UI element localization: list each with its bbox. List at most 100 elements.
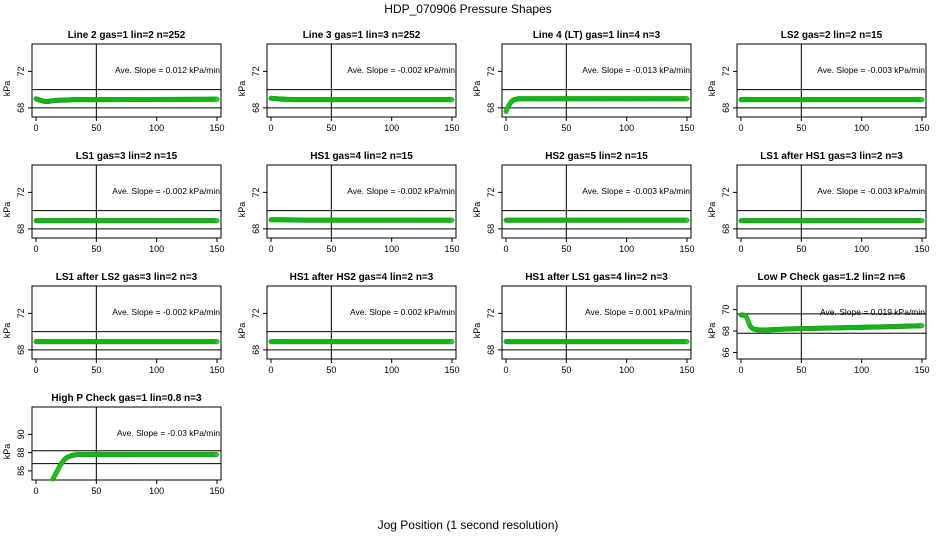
panel-title: LS2 gas=2 lin=2 n=15 xyxy=(781,30,883,41)
y-tick-label: 68 xyxy=(251,103,261,113)
x-tick-label: 50 xyxy=(561,365,571,375)
x-tick-label: 100 xyxy=(149,365,164,375)
plot-frame xyxy=(501,43,692,118)
y-tick-label: 68 xyxy=(486,224,496,234)
plot-frame xyxy=(31,43,222,118)
panel-11: HS1 after LS1 gas=4 lin=2 n=3 Ave. Slope … xyxy=(472,272,695,375)
x-tick-label: 100 xyxy=(149,244,164,254)
slope-annotation: Ave. Slope = -0.002 kPa/min xyxy=(112,186,220,196)
y-tick-label: 68 xyxy=(251,224,261,234)
y-tick-label: 68 xyxy=(721,103,731,113)
plot-frame xyxy=(501,164,692,239)
slope-annotation: Ave. Slope = -0.03 kPa/min xyxy=(117,428,220,438)
panel-title: Line 4 (LT) gas=1 lin=4 n=3 xyxy=(533,30,661,41)
plot-frame xyxy=(266,164,457,239)
x-tick-label: 0 xyxy=(268,123,273,133)
panel-5: LS1 gas=3 lin=2 n=15 Ave. Slope = -0.002 … xyxy=(2,151,225,254)
y-tick-label: 88 xyxy=(16,448,26,458)
y-axis-label: kPa xyxy=(237,202,247,218)
y-tick-label: 70 xyxy=(721,305,731,315)
data-point xyxy=(684,217,690,223)
y-tick-label: 68 xyxy=(16,103,26,113)
x-tick-label: 100 xyxy=(619,123,634,133)
x-tick-label: 100 xyxy=(619,365,634,375)
panel-title: LS1 after LS2 gas=3 lin=2 n=3 xyxy=(56,272,198,283)
x-tick-label: 100 xyxy=(619,244,634,254)
y-axis-label: kPa xyxy=(472,81,482,97)
x-tick-label: 150 xyxy=(444,365,459,375)
x-tick-label: 100 xyxy=(854,123,869,133)
data-point xyxy=(214,339,220,345)
x-tick-label: 50 xyxy=(796,244,806,254)
y-tick-label: 66 xyxy=(721,348,731,358)
x-tick-label: 100 xyxy=(854,365,869,375)
panel-12: Low P Check gas=1.2 lin=2 n=6 Ave. Slope … xyxy=(707,272,930,375)
x-tick-label: 0 xyxy=(33,123,38,133)
panel-title: High P Check gas=1 lin=0.8 n=3 xyxy=(51,393,202,404)
slope-annotation: Ave. Slope = 0.002 kPa/min xyxy=(350,307,455,317)
data-point xyxy=(214,451,220,457)
plot-frame xyxy=(31,406,222,481)
x-tick-label: 0 xyxy=(503,365,508,375)
page-title: HDP_070906 Pressure Shapes xyxy=(384,2,552,16)
y-tick-label: 68 xyxy=(721,224,731,234)
data-point xyxy=(449,339,455,345)
slope-annotation: Ave. Slope = -0.002 kPa/min xyxy=(347,186,455,196)
x-tick-label: 100 xyxy=(384,365,399,375)
panel-10: HS1 after HS2 gas=4 lin=2 n=3 Ave. Slope … xyxy=(237,272,460,375)
plot-frame xyxy=(31,285,222,360)
data-point xyxy=(449,97,455,103)
data-point xyxy=(919,323,925,329)
x-tick-label: 150 xyxy=(209,365,224,375)
x-tick-label: 150 xyxy=(914,244,929,254)
slope-annotation: Ave. Slope = 0.012 kPa/min xyxy=(115,65,220,75)
y-tick-label: 68 xyxy=(16,345,26,355)
y-axis-label: kPa xyxy=(237,81,247,97)
x-tick-label: 0 xyxy=(738,244,743,254)
y-tick-label: 86 xyxy=(16,466,26,476)
x-tick-label: 100 xyxy=(384,123,399,133)
x-tick-label: 0 xyxy=(738,365,743,375)
panel-title: Line 2 gas=1 lin=2 n=252 xyxy=(68,30,186,41)
panel-title: HS1 gas=4 lin=2 n=15 xyxy=(310,151,413,162)
panel-7: HS2 gas=5 lin=2 n=15 Ave. Slope = -0.003 … xyxy=(472,151,695,254)
x-tick-label: 0 xyxy=(33,244,38,254)
x-tick-label: 100 xyxy=(384,244,399,254)
plot-frame xyxy=(31,164,222,239)
y-axis-label: kPa xyxy=(2,202,12,218)
x-tick-label: 150 xyxy=(209,486,224,496)
plot-frame xyxy=(736,43,927,118)
y-axis-label: kPa xyxy=(2,444,12,460)
x-tick-label: 150 xyxy=(914,123,929,133)
slope-annotation: Ave. Slope = -0.002 kPa/min xyxy=(112,307,220,317)
slope-annotation: Ave. Slope = 0.019 kPa/min xyxy=(820,307,925,317)
y-axis-label: kPa xyxy=(707,202,717,218)
x-tick-label: 50 xyxy=(561,244,571,254)
panel-title: LS1 after HS1 gas=3 lin=2 n=3 xyxy=(760,151,903,162)
x-tick-label: 50 xyxy=(91,244,101,254)
panel-title: HS1 after LS1 gas=4 lin=2 n=3 xyxy=(525,272,668,283)
slope-annotation: Ave. Slope = -0.003 kPa/min xyxy=(582,186,690,196)
x-tick-label: 50 xyxy=(326,123,336,133)
y-axis-label: kPa xyxy=(2,323,12,339)
x-tick-label: 50 xyxy=(91,365,101,375)
y-axis-label: kPa xyxy=(237,323,247,339)
y-tick-label: 68 xyxy=(486,103,496,113)
panel-4: LS2 gas=2 lin=2 n=15 Ave. Slope = -0.003 … xyxy=(707,30,930,133)
x-tick-label: 100 xyxy=(149,123,164,133)
y-axis-label: kPa xyxy=(2,81,12,97)
x-tick-label: 50 xyxy=(91,123,101,133)
x-tick-label: 50 xyxy=(326,244,336,254)
x-axis-caption: Jog Position (1 second resolution) xyxy=(377,518,559,532)
x-tick-label: 0 xyxy=(33,486,38,496)
x-tick-label: 150 xyxy=(679,123,694,133)
y-tick-label: 90 xyxy=(16,429,26,439)
y-tick-label: 72 xyxy=(251,66,261,76)
y-tick-label: 72 xyxy=(486,66,496,76)
y-axis-label: kPa xyxy=(472,202,482,218)
y-axis-label: kPa xyxy=(707,81,717,97)
x-tick-label: 150 xyxy=(444,123,459,133)
slope-annotation: Ave. Slope = -0.003 kPa/min xyxy=(817,186,925,196)
y-tick-label: 72 xyxy=(16,187,26,197)
